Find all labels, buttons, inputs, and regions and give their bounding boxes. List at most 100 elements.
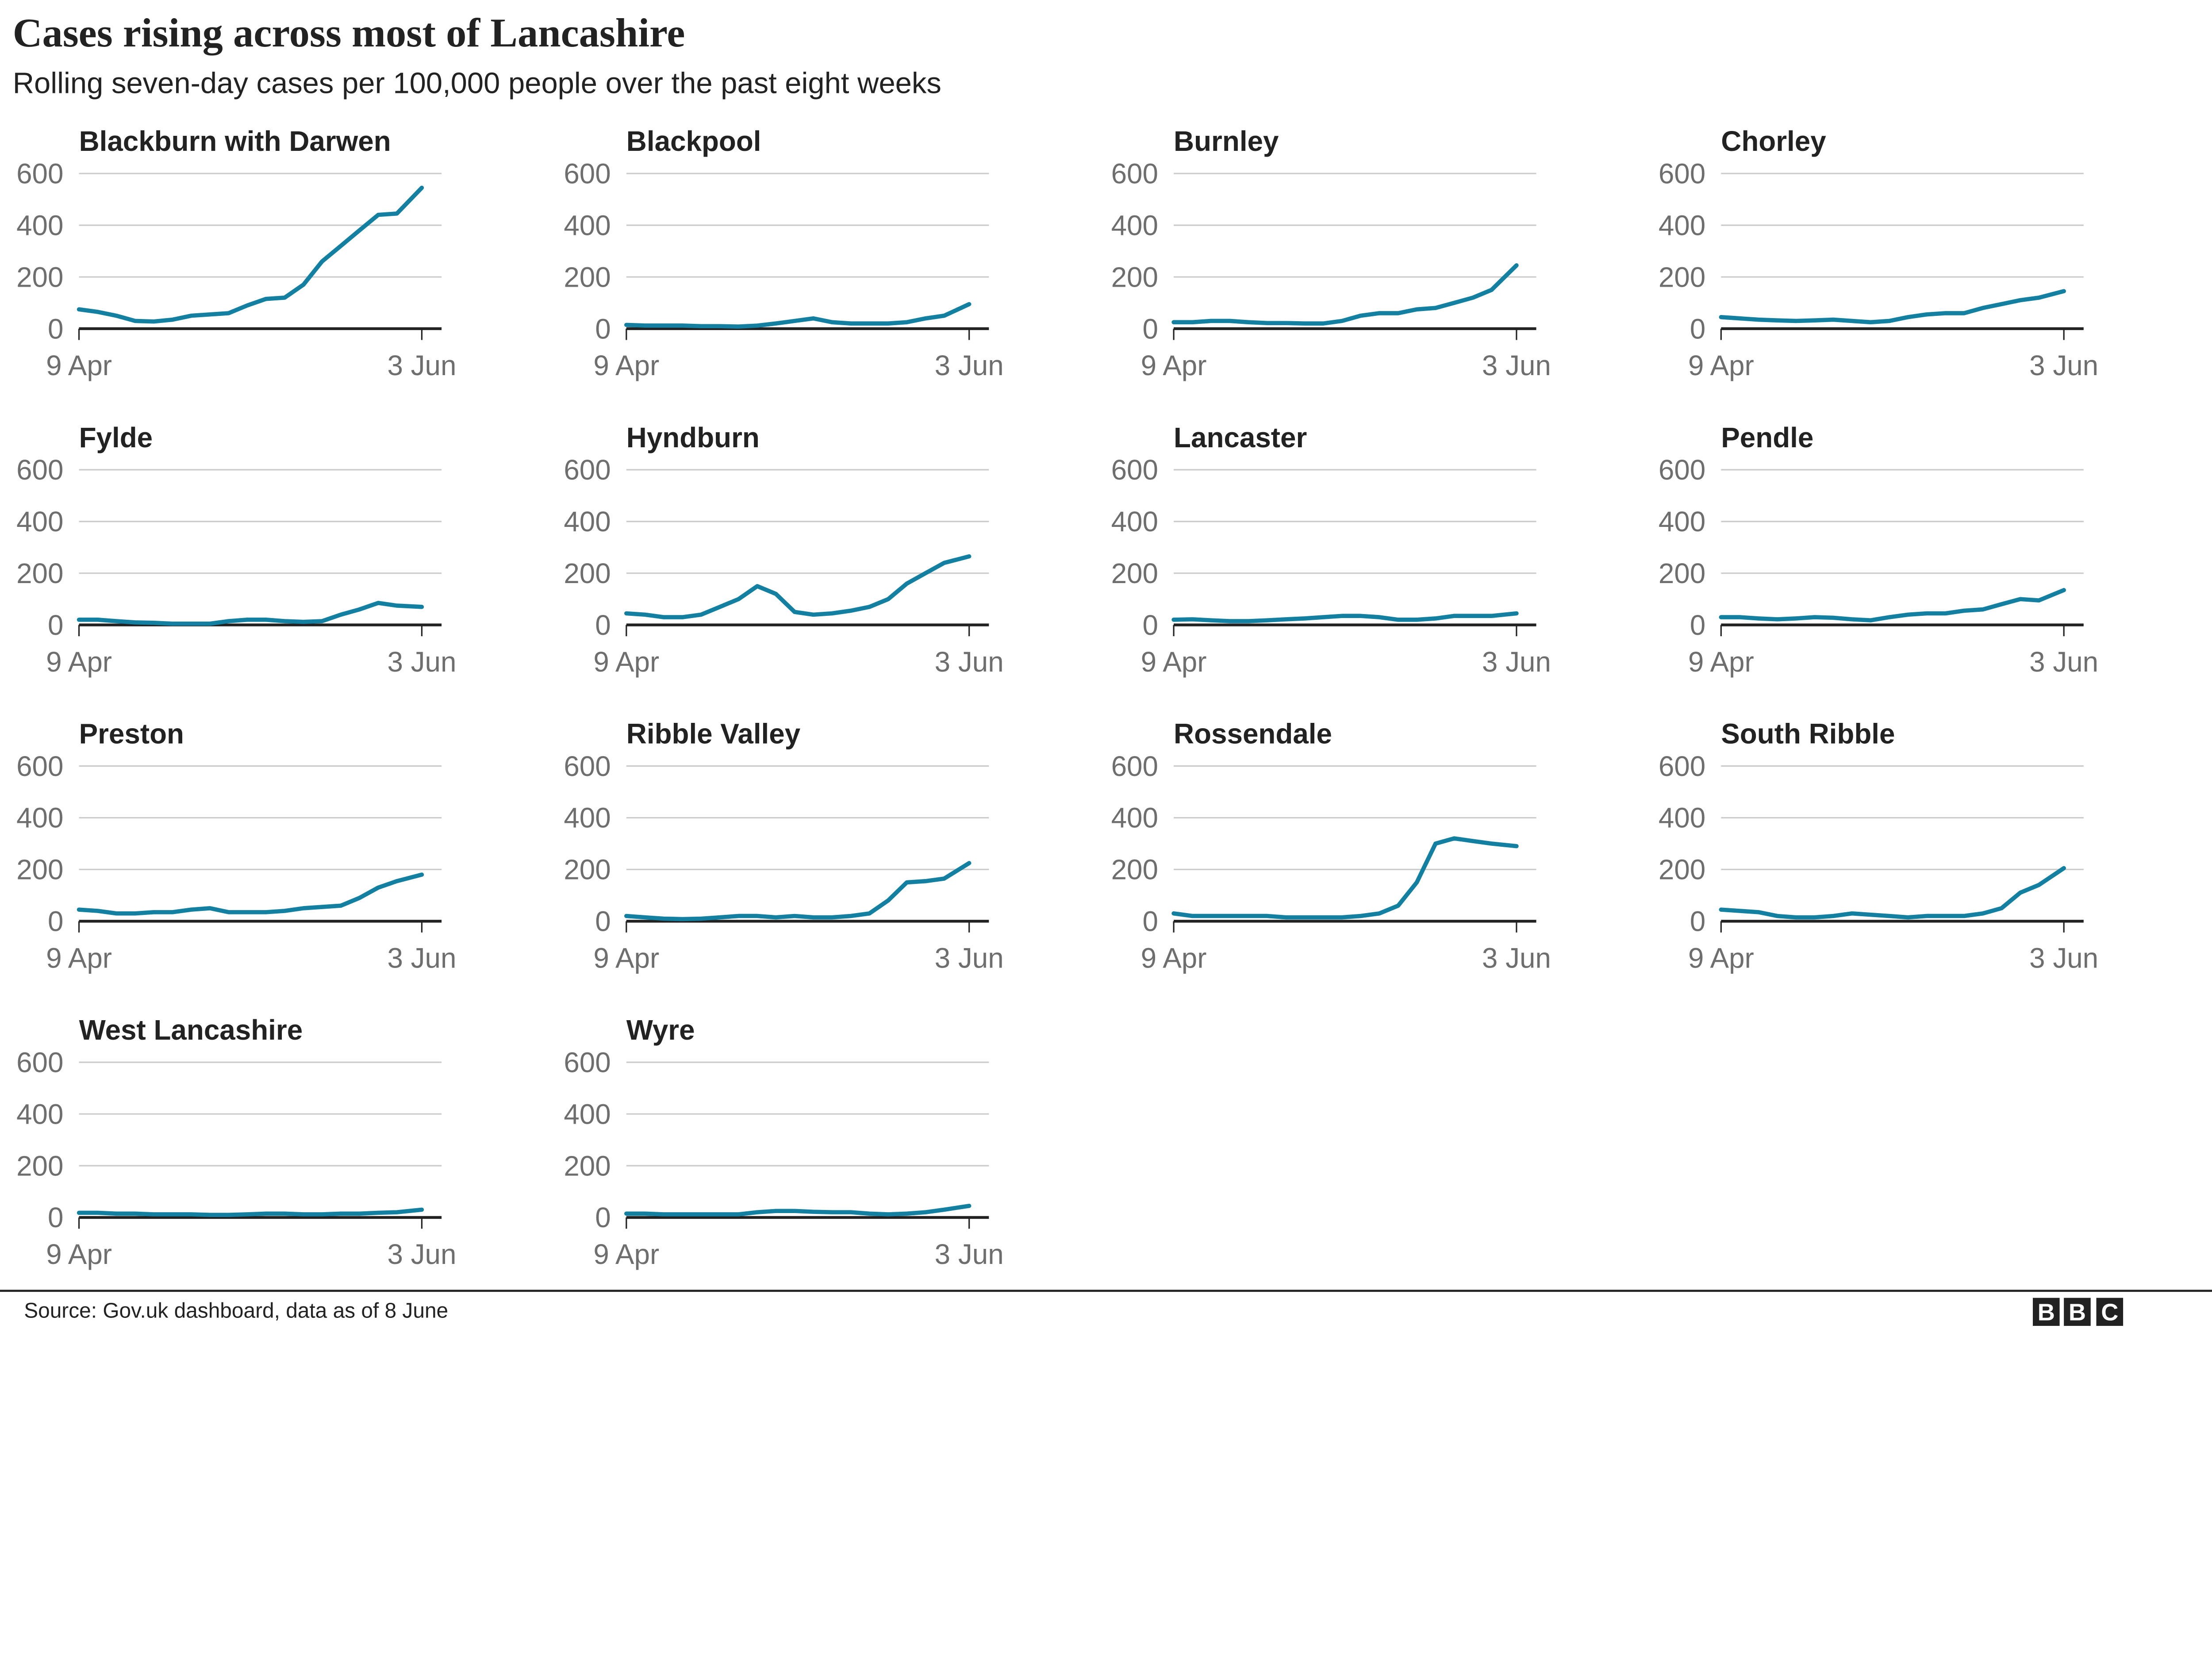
x-tick-label: 9 Apr <box>1141 646 1207 678</box>
series-line <box>77 185 424 324</box>
series-line <box>1719 289 2066 325</box>
panel-pendle: Pendle 0 200 400 600 9 Apr 3 Jun <box>1659 422 2098 678</box>
panel-rossendale: Rossendale 0 200 400 600 9 Apr 3 Jun <box>1111 718 1551 974</box>
series-line <box>1171 263 1519 326</box>
y-tick-label: 600 <box>564 158 611 190</box>
panel-title: Blackburn with Darwen <box>79 125 391 157</box>
x-tick-label: 3 Jun <box>935 349 1004 381</box>
y-tick-label: 400 <box>1111 506 1158 538</box>
y-tick-label: 600 <box>1659 158 1705 190</box>
y-tick-label: 400 <box>1659 506 1705 538</box>
x-tick-label: 3 Jun <box>1482 942 1551 974</box>
logo-block <box>2096 1298 2124 1326</box>
y-tick-label: 400 <box>16 802 63 834</box>
panel-hyndburn: Hyndburn 0 200 400 600 9 Apr 3 Jun <box>564 422 1003 678</box>
panel-south-ribble: South Ribble 0 200 400 600 9 Apr 3 Jun <box>1659 718 2098 974</box>
series-line <box>1719 588 2066 622</box>
y-tick-label: 0 <box>1143 906 1158 937</box>
panel-title: Lancaster <box>1174 422 1307 453</box>
y-tick-label: 400 <box>1111 209 1158 241</box>
panel-fylde: Fylde 0 200 400 600 9 Apr 3 Jun <box>16 422 456 678</box>
logo-block <box>2064 1298 2091 1326</box>
y-tick-label: 0 <box>48 609 63 641</box>
y-tick-label: 400 <box>1111 802 1158 834</box>
panel-chorley: Chorley 0 200 400 600 9 Apr 3 Jun <box>1659 125 2098 381</box>
x-tick-label: 9 Apr <box>1688 942 1754 974</box>
x-tick-label: 9 Apr <box>593 646 659 678</box>
y-tick-label: 0 <box>595 609 611 641</box>
y-tick-label: 0 <box>1143 313 1158 345</box>
y-tick-label: 600 <box>1659 750 1705 782</box>
bbc-logo: B B C <box>2033 1298 2124 1326</box>
y-tick-label: 400 <box>1659 209 1705 241</box>
y-tick-label: 400 <box>564 506 611 538</box>
x-tick-label: 9 Apr <box>46 646 112 678</box>
logo-block <box>2033 1298 2060 1326</box>
y-tick-label: 200 <box>16 261 63 293</box>
panels: Blackburn with Darwen 0 200 400 600 9 Apr 3 Ju… <box>16 125 2098 1270</box>
panel-title: Pendle <box>1721 422 1813 453</box>
small-multiples-chart: Cases rising across most of Lancashire R… <box>0 11 2212 1326</box>
series-line <box>624 302 972 329</box>
panel-blackpool: Blackpool 0 200 400 600 9 Apr 3 Jun <box>564 125 1003 381</box>
panel-blackburn-with-darwen: Blackburn with Darwen 0 200 400 600 9 Apr 3 Ju… <box>16 125 456 381</box>
series-line <box>1719 866 2066 920</box>
x-tick-label: 9 Apr <box>593 349 659 381</box>
x-tick-label: 3 Jun <box>2029 646 2098 678</box>
x-tick-label: 9 Apr <box>1688 646 1754 678</box>
panel-title: Wyre <box>626 1014 695 1046</box>
panel-title: Fylde <box>79 422 153 453</box>
panel-title: Blackpool <box>626 125 761 157</box>
panel-burnley: Burnley 0 200 400 600 9 Apr 3 Jun <box>1111 125 1551 381</box>
series-line <box>624 554 972 619</box>
y-tick-label: 600 <box>16 454 63 486</box>
y-tick-label: 200 <box>16 557 63 589</box>
panel-title: West Lancashire <box>79 1014 303 1046</box>
panel-title: Rossendale <box>1174 718 1332 749</box>
panel-title: South Ribble <box>1721 718 1895 749</box>
x-tick-label: 3 Jun <box>387 349 456 381</box>
y-tick-label: 200 <box>1111 854 1158 886</box>
y-tick-label: 600 <box>1111 750 1158 782</box>
y-tick-label: 200 <box>564 557 611 589</box>
series-line <box>624 1203 972 1217</box>
panel-wyre: Wyre 0 200 400 600 9 Apr 3 Jun <box>564 1014 1003 1270</box>
y-tick-label: 200 <box>1111 557 1158 589</box>
y-tick-label: 0 <box>1690 609 1705 641</box>
series-line <box>77 872 424 916</box>
y-tick-label: 400 <box>16 506 63 538</box>
x-tick-label: 3 Jun <box>2029 942 2098 974</box>
x-tick-label: 3 Jun <box>935 942 1004 974</box>
panel-west-lancashire: West Lancashire 0 200 400 600 9 Apr 3 Jun <box>16 1014 456 1270</box>
y-tick-label: 0 <box>48 906 63 937</box>
y-tick-label: 0 <box>48 1202 63 1233</box>
y-tick-label: 200 <box>564 261 611 293</box>
y-tick-label: 0 <box>595 906 611 937</box>
panel-preston: Preston 0 200 400 600 9 Apr 3 Jun <box>16 718 456 974</box>
y-tick-label: 400 <box>564 1098 611 1130</box>
logo-letter: B <box>2069 1299 2086 1326</box>
series-line <box>1171 836 1519 920</box>
panel-title: Preston <box>79 718 184 749</box>
panel-title: Burnley <box>1174 125 1279 157</box>
y-tick-label: 600 <box>16 1046 63 1078</box>
y-tick-label: 600 <box>1659 454 1705 486</box>
y-tick-label: 600 <box>16 750 63 782</box>
x-tick-label: 3 Jun <box>387 1238 456 1270</box>
y-tick-label: 200 <box>564 1150 611 1182</box>
panel-title: Chorley <box>1721 125 1826 157</box>
x-tick-label: 3 Jun <box>387 942 456 974</box>
x-tick-label: 3 Jun <box>1482 646 1551 678</box>
y-tick-label: 400 <box>564 209 611 241</box>
y-tick-label: 400 <box>16 1098 63 1130</box>
y-tick-label: 0 <box>1690 313 1705 345</box>
x-tick-label: 9 Apr <box>1141 349 1207 381</box>
panel-title: Hyndburn <box>626 422 760 453</box>
x-tick-label: 9 Apr <box>593 1238 659 1270</box>
y-tick-label: 600 <box>564 750 611 782</box>
y-tick-label: 200 <box>564 854 611 886</box>
x-tick-label: 9 Apr <box>46 349 112 381</box>
series-line <box>1171 611 1519 623</box>
y-tick-label: 200 <box>1659 557 1705 589</box>
y-tick-label: 600 <box>1111 454 1158 486</box>
